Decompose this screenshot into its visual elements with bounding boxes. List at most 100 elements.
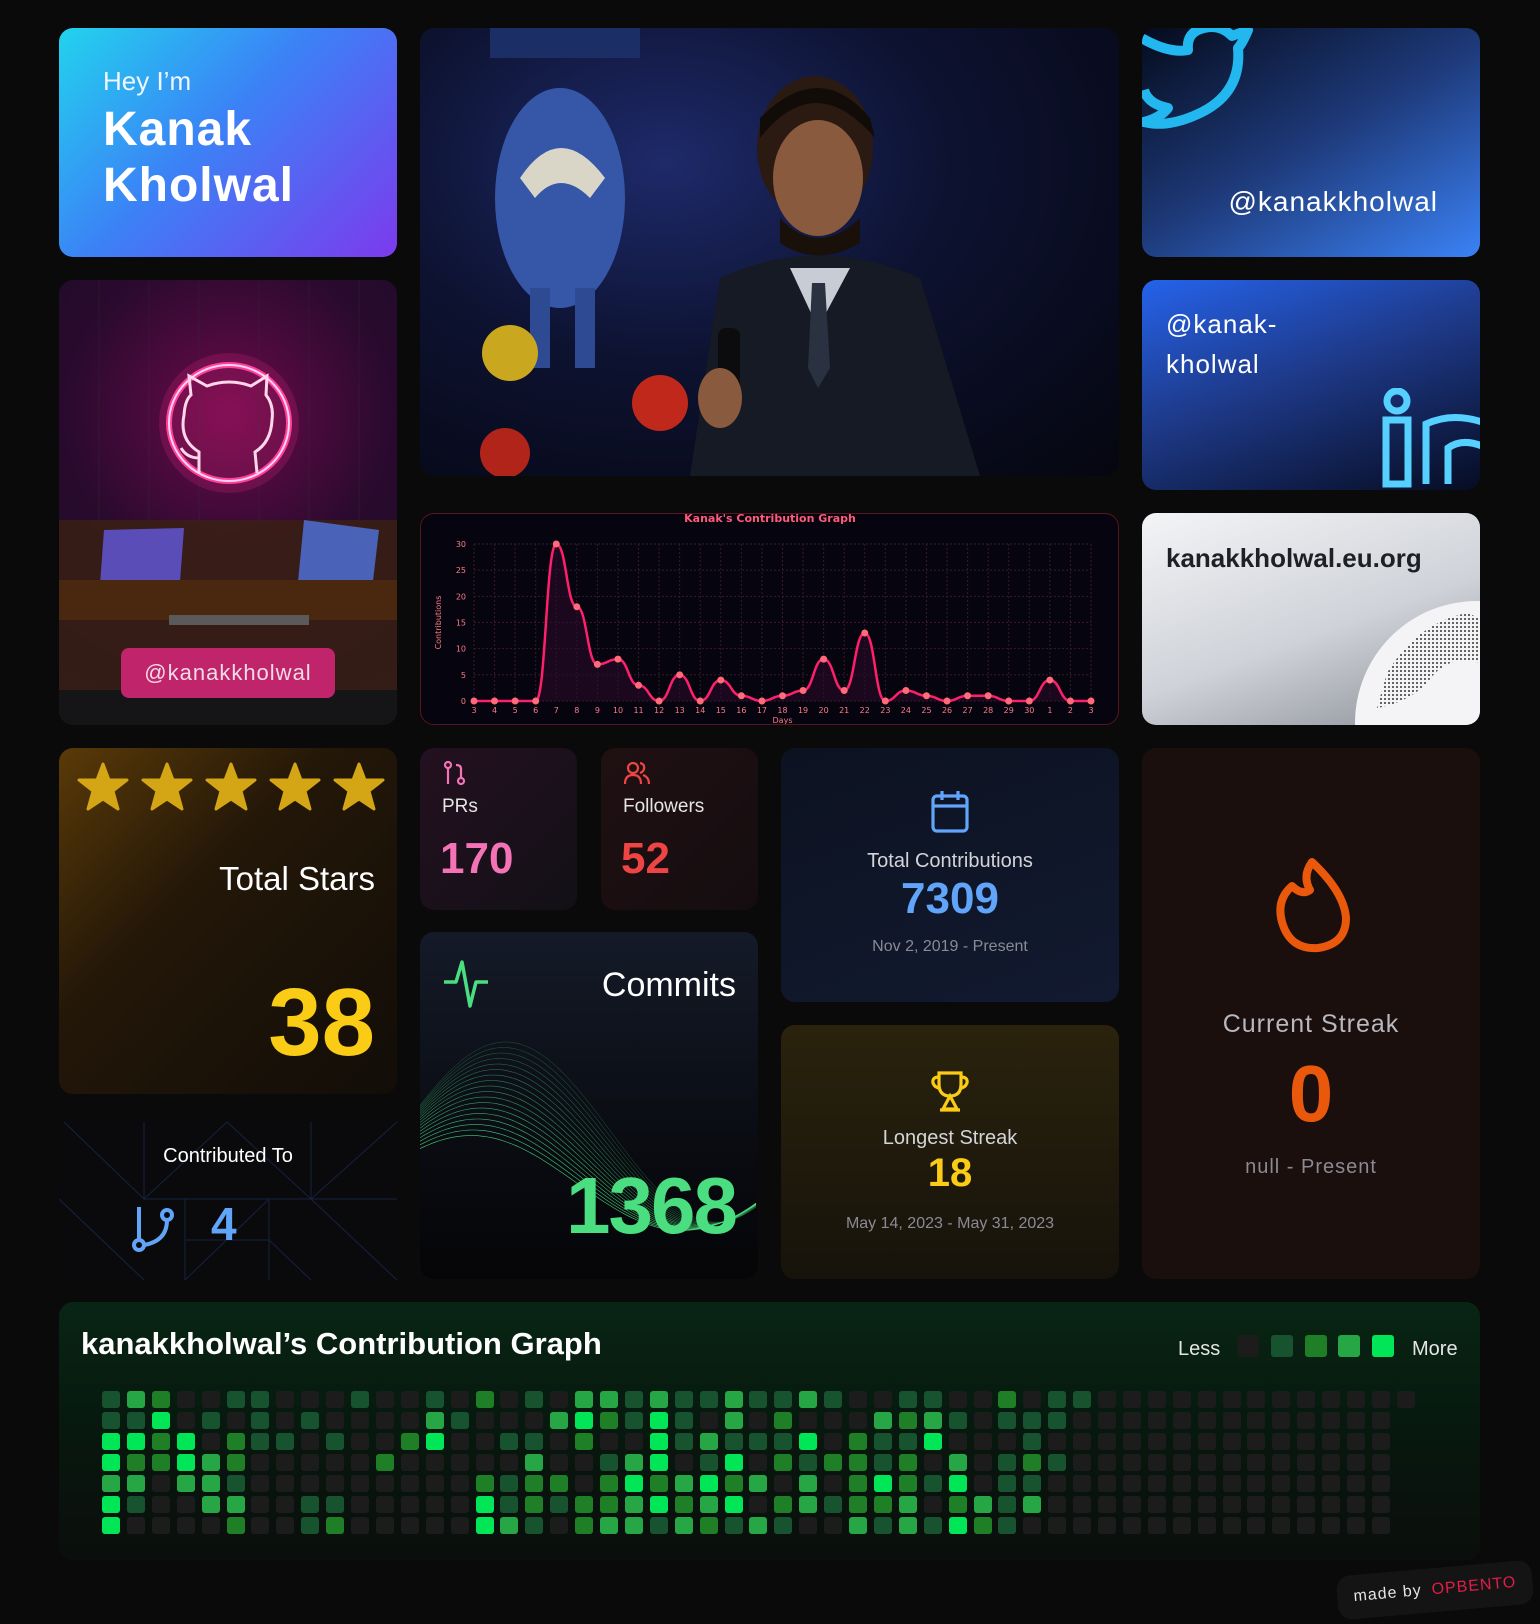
heatmap-cell bbox=[824, 1391, 843, 1408]
heatmap-cell bbox=[1247, 1517, 1266, 1534]
x-tick-label: 19 bbox=[798, 706, 808, 715]
x-tick-label: 10 bbox=[613, 706, 623, 715]
legend-level-1 bbox=[1271, 1335, 1293, 1357]
twitter-handle[interactable]: @kanakkholwal bbox=[1228, 186, 1438, 217]
contribution-heatmap-card: kanakkholwal’s Contribution Graph Less M… bbox=[59, 1302, 1480, 1560]
twitter-card[interactable]: @kanakkholwal bbox=[1142, 28, 1480, 257]
wave-line bbox=[420, 1069, 757, 1225]
y-tick-label: 30 bbox=[456, 540, 466, 549]
heatmap-cell bbox=[276, 1496, 295, 1513]
heatmap-cell bbox=[226, 1496, 245, 1513]
x-tick-label: 17 bbox=[757, 706, 767, 715]
github-handle-button[interactable]: @kanakkholwal bbox=[121, 648, 335, 698]
heatmap-cell bbox=[1048, 1475, 1067, 1492]
data-point bbox=[881, 697, 889, 705]
heatmap-cell bbox=[525, 1475, 544, 1492]
data-point bbox=[532, 697, 540, 705]
heatmap-cell bbox=[575, 1454, 594, 1471]
heatmap-cell bbox=[824, 1454, 843, 1471]
heatmap-cell bbox=[1371, 1475, 1390, 1492]
heatmap-cell bbox=[525, 1454, 544, 1471]
wave-line bbox=[420, 1058, 757, 1224]
heatmap-cell bbox=[649, 1517, 668, 1534]
data-point bbox=[552, 540, 560, 548]
full-name: Kanak Kholwal bbox=[103, 102, 294, 214]
triangle-pattern bbox=[59, 1121, 397, 1280]
heatmap-cell bbox=[475, 1454, 494, 1471]
y-tick-label: 10 bbox=[456, 645, 466, 654]
data-point bbox=[922, 692, 930, 700]
linkedin-handle-line2: kholwal bbox=[1166, 349, 1260, 379]
trophy-icon bbox=[931, 1071, 969, 1112]
heatmap-cell bbox=[351, 1454, 369, 1471]
made-by-badge[interactable]: made by OPBENTO bbox=[1335, 1559, 1535, 1621]
website-url[interactable]: kanakkholwal.eu.org bbox=[1166, 543, 1422, 573]
linkedin-card[interactable]: @kanak- kholwal bbox=[1142, 280, 1480, 490]
heatmap-cell bbox=[201, 1475, 220, 1492]
commits-value: 1368 bbox=[566, 1161, 738, 1250]
heatmap-cell bbox=[1272, 1517, 1291, 1534]
data-point bbox=[820, 655, 828, 663]
current-streak-label: Current Streak bbox=[1222, 1010, 1400, 1038]
data-point bbox=[902, 687, 910, 695]
linkedin-handle[interactable]: @kanak- kholwal bbox=[1166, 304, 1277, 384]
heatmap-cell bbox=[799, 1412, 818, 1429]
heatmap-cell bbox=[774, 1433, 793, 1450]
heatmap-cell bbox=[998, 1517, 1017, 1534]
heatmap-cell bbox=[251, 1496, 270, 1513]
twitter-bird-icon bbox=[1142, 28, 1253, 129]
last-name: Kholwal bbox=[103, 159, 295, 212]
heatmap-cell bbox=[226, 1391, 245, 1408]
heatmap-cell bbox=[873, 1496, 892, 1513]
heatmap-cell bbox=[151, 1454, 170, 1471]
heatmap-cell bbox=[375, 1454, 394, 1471]
heatmap-cell bbox=[425, 1475, 444, 1492]
y-tick-label: 5 bbox=[461, 671, 466, 680]
heatmap-cell bbox=[276, 1517, 295, 1534]
y-axis-label: Contributions bbox=[434, 596, 443, 650]
heatmap-cell bbox=[1222, 1454, 1241, 1471]
github-card[interactable]: @kanakkholwal bbox=[59, 280, 397, 725]
heatmap-cell bbox=[873, 1475, 892, 1492]
prs-label: PRs bbox=[442, 796, 478, 817]
heatmap-cell bbox=[724, 1391, 743, 1408]
heatmap-cell bbox=[575, 1412, 594, 1429]
heatmap-cell bbox=[251, 1454, 270, 1471]
heatmap-cell bbox=[375, 1475, 394, 1492]
brand-name[interactable]: OPBENTO bbox=[1430, 1573, 1518, 1599]
wave-line bbox=[420, 1080, 757, 1226]
heatmap-cell bbox=[400, 1475, 419, 1492]
data-point bbox=[696, 697, 704, 705]
heatmap-cell bbox=[699, 1517, 718, 1534]
x-tick-label: 7 bbox=[554, 706, 559, 715]
data-point bbox=[1066, 697, 1074, 705]
heatmap-cell bbox=[1048, 1496, 1067, 1513]
heatmap-cell bbox=[425, 1391, 444, 1408]
x-tick-label: 25 bbox=[921, 706, 931, 715]
heatmap-cell bbox=[600, 1454, 618, 1471]
heatmap-cell bbox=[251, 1412, 270, 1429]
heatmap-cell bbox=[1297, 1433, 1316, 1450]
heatmap-cell bbox=[550, 1391, 569, 1408]
heatmap-cell bbox=[799, 1517, 818, 1534]
total-stars-value: 38 bbox=[268, 969, 375, 1076]
heatmap-cell bbox=[998, 1475, 1017, 1492]
heatmap-cell bbox=[674, 1454, 693, 1471]
heatmap-cell bbox=[126, 1496, 145, 1513]
heatmap-cell bbox=[1122, 1496, 1141, 1513]
heatmap-cell bbox=[799, 1475, 818, 1492]
heatmap-cell bbox=[1073, 1433, 1092, 1450]
linkedin-icon bbox=[1382, 388, 1480, 488]
heatmap-cell bbox=[1247, 1433, 1266, 1450]
data-point bbox=[799, 687, 807, 695]
x-tick-label: 9 bbox=[595, 706, 600, 715]
chart-title: Kanak's Contribution Graph bbox=[684, 514, 856, 525]
x-tick-label: 1 bbox=[1047, 706, 1052, 715]
x-tick-label: 30 bbox=[1024, 706, 1034, 715]
heatmap-cell bbox=[1347, 1475, 1365, 1492]
heatmap-cell bbox=[151, 1412, 170, 1429]
heatmap-cell bbox=[102, 1412, 120, 1429]
wave-line bbox=[420, 1052, 757, 1224]
website-card[interactable]: kanakkholwal.eu.org bbox=[1142, 513, 1480, 725]
heatmap-cell bbox=[400, 1496, 419, 1513]
